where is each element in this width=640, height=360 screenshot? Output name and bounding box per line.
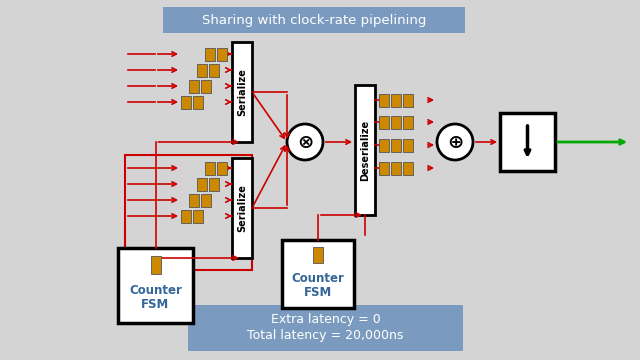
Bar — [118, 248, 193, 323]
Bar — [379, 94, 389, 107]
Bar — [379, 116, 389, 129]
Text: Counter: Counter — [129, 284, 182, 297]
Bar — [197, 64, 207, 77]
Bar — [125, 155, 252, 270]
Bar — [217, 48, 227, 61]
Bar — [391, 139, 401, 152]
Text: Extra latency = 0: Extra latency = 0 — [271, 312, 380, 325]
Bar — [232, 158, 252, 258]
Bar — [163, 7, 465, 33]
Bar — [189, 194, 199, 207]
Bar — [391, 94, 401, 107]
Text: Total latency = 20,000ns: Total latency = 20,000ns — [247, 329, 404, 342]
Bar — [217, 162, 227, 175]
Bar — [379, 139, 389, 152]
Circle shape — [287, 124, 323, 160]
Bar — [209, 64, 219, 77]
Text: Serialize: Serialize — [237, 68, 247, 116]
Bar — [500, 113, 555, 171]
Bar — [282, 240, 354, 308]
Bar — [232, 42, 252, 142]
Text: ⊗: ⊗ — [297, 133, 313, 152]
Circle shape — [437, 124, 473, 160]
Bar — [150, 256, 161, 274]
Text: FSM: FSM — [141, 298, 170, 311]
Bar — [313, 247, 323, 263]
Bar — [391, 116, 401, 129]
Bar — [193, 96, 203, 109]
Bar — [193, 210, 203, 223]
Bar — [379, 162, 389, 175]
Bar — [201, 194, 211, 207]
Bar — [189, 80, 199, 93]
Bar — [197, 178, 207, 191]
Bar — [355, 85, 375, 215]
Bar — [205, 48, 215, 61]
Bar — [209, 178, 219, 191]
Bar — [403, 162, 413, 175]
Text: FSM: FSM — [304, 285, 332, 298]
Text: Deserialize: Deserialize — [360, 120, 370, 181]
Text: Counter: Counter — [292, 271, 344, 284]
Bar — [391, 162, 401, 175]
Bar — [201, 80, 211, 93]
Bar — [205, 162, 215, 175]
Bar — [403, 139, 413, 152]
Bar — [181, 96, 191, 109]
Bar — [181, 210, 191, 223]
Bar — [188, 305, 463, 351]
Text: ⊕: ⊕ — [447, 133, 463, 152]
Bar — [403, 94, 413, 107]
Bar — [403, 116, 413, 129]
Text: Serialize: Serialize — [237, 184, 247, 232]
Text: Sharing with clock-rate pipelining: Sharing with clock-rate pipelining — [202, 14, 426, 27]
